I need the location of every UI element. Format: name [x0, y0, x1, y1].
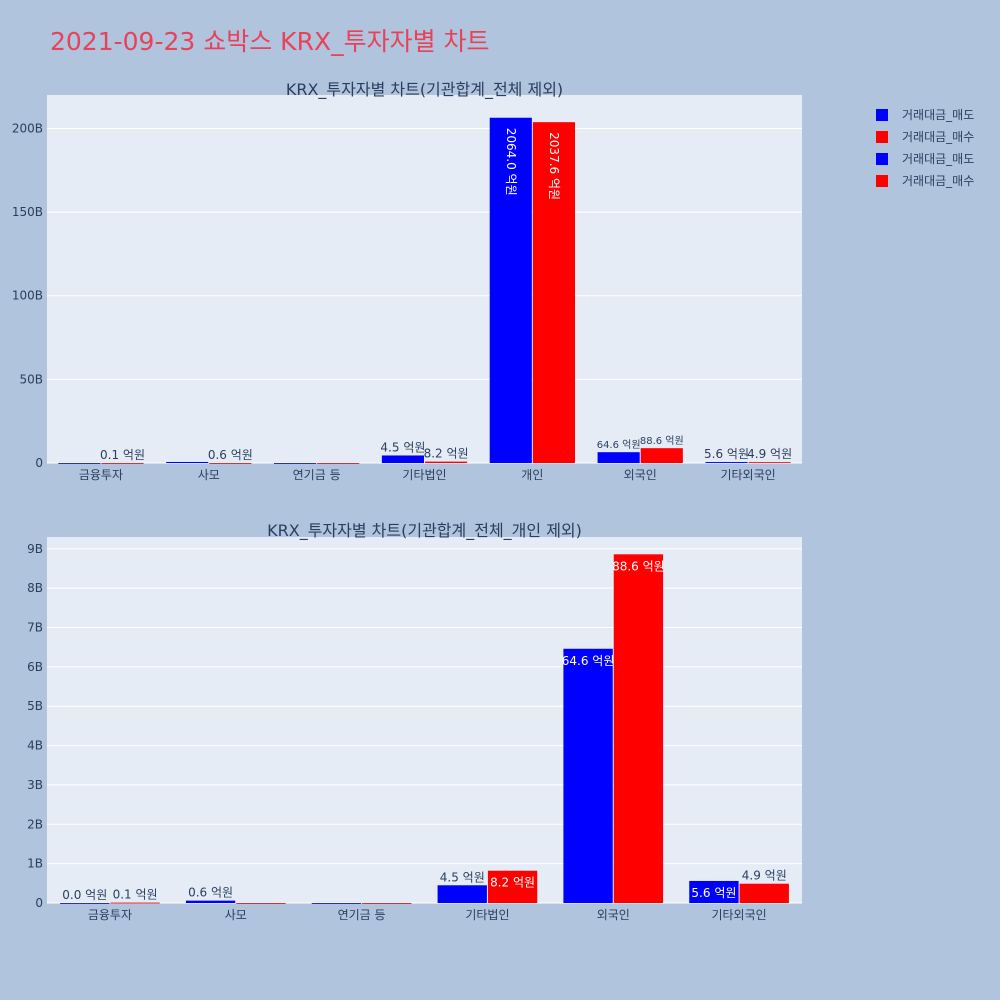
bar[interactable]: [110, 902, 160, 904]
bar-label: 8.2 억원: [424, 447, 469, 461]
x-tick-label: 외국인: [597, 908, 630, 922]
page-title: 2021-09-23 쇼박스 KRX_투자자별 차트: [50, 27, 490, 56]
bar[interactable]: [236, 903, 286, 904]
plot-area: [47, 95, 802, 463]
bar[interactable]: [613, 554, 664, 903]
subplot-title: KRX_투자자별 차트(기관합계_전체 제외): [286, 80, 563, 100]
y-tick-label: 100B: [12, 289, 43, 303]
bar[interactable]: [101, 462, 144, 464]
x-tick-label: 개인: [521, 468, 543, 482]
x-tick-label: 기타외국인: [720, 468, 775, 482]
x-tick-label: 기타법인: [465, 908, 509, 922]
bar-label: 5.6 억원: [704, 447, 749, 461]
bar-label: 88.6 억원: [612, 559, 665, 573]
bar-label: 64.6 억원: [562, 654, 615, 668]
y-tick-label: 7B: [27, 621, 43, 635]
legend-swatch[interactable]: [876, 131, 888, 143]
bar-label: 0.1 억원: [113, 888, 158, 902]
legend-swatch[interactable]: [876, 175, 888, 187]
bar[interactable]: [60, 903, 110, 904]
legend-label[interactable]: 거래대금_매도: [902, 108, 974, 122]
bar[interactable]: [689, 880, 739, 903]
bar[interactable]: [489, 117, 532, 464]
legend-label[interactable]: 거래대금_매수: [902, 130, 974, 144]
bar[interactable]: [425, 461, 468, 463]
bar-label: 4.9 억원: [742, 869, 787, 883]
bar[interactable]: [563, 648, 613, 903]
y-tick-label: 1B: [27, 857, 43, 871]
bar[interactable]: [311, 903, 362, 904]
bar[interactable]: [640, 448, 683, 463]
y-tick-label: 3B: [27, 778, 43, 792]
bar[interactable]: [362, 903, 412, 904]
y-tick-label: 6B: [27, 660, 43, 674]
x-tick-label: 기타외국인: [711, 908, 766, 922]
legend-label[interactable]: 거래대금_매수: [902, 174, 974, 188]
x-tick-label: 사모: [225, 908, 247, 922]
bar-label: 4.5 억원: [440, 870, 485, 884]
bar[interactable]: [185, 900, 236, 903]
subplot-title: KRX_투자자별 차트(기관합계_전체_개인 제외): [267, 521, 582, 541]
plot-area: [47, 537, 802, 903]
legend-swatch[interactable]: [876, 109, 888, 121]
bar[interactable]: [597, 452, 640, 463]
x-tick-label: 사모: [198, 468, 220, 482]
bar-label: 4.9 억원: [747, 447, 792, 461]
y-tick-label: 50B: [19, 372, 43, 386]
bar-label: 0.1 억원: [100, 448, 145, 462]
x-tick-label: 금융투자: [88, 908, 132, 922]
bar-label: 2037.6 억원: [547, 132, 561, 200]
x-tick-label: 외국인: [624, 468, 657, 482]
bar[interactable]: [58, 463, 101, 464]
legend-label[interactable]: 거래대금_매도: [902, 152, 974, 166]
y-tick-label: 8B: [27, 581, 43, 595]
x-tick-label: 연기금 등: [338, 908, 386, 922]
bar-label: 64.6 억원: [597, 439, 641, 451]
chart-top: 0 50B 100B 150B 200B KRX_투자자별 차트(기관합계_전체 제외) 금…: [12, 80, 802, 482]
chart-bottom: 0 1B 2B 3B 4B 5B 6B 7B 8B 9B KRX_투자자별 차트(기관합계_전체_개…: [27, 521, 802, 922]
y-tick-label: 2B: [27, 817, 43, 831]
y-tick-label: 5B: [27, 699, 43, 713]
bar[interactable]: [748, 462, 791, 463]
bar-label: 5.6 억원: [691, 886, 736, 900]
bar[interactable]: [166, 461, 209, 463]
bar[interactable]: [532, 122, 575, 463]
y-tick-label: 200B: [12, 121, 43, 135]
legend-swatch[interactable]: [876, 153, 888, 165]
bar[interactable]: [381, 455, 424, 463]
bar[interactable]: [274, 463, 317, 464]
bar[interactable]: [487, 870, 538, 903]
bar-label: 0.6 억원: [208, 448, 253, 462]
bar[interactable]: [739, 883, 789, 903]
x-tick-label: 금융투자: [79, 468, 123, 482]
y-tick-label: 9B: [27, 542, 43, 556]
y-tick-label: 4B: [27, 739, 43, 753]
x-tick-label: 기타법인: [402, 468, 446, 482]
bar-label: 0.6 억원: [188, 886, 233, 900]
x-tick-label: 연기금 등: [293, 468, 341, 482]
bar[interactable]: [437, 885, 487, 903]
bar[interactable]: [705, 462, 748, 463]
bar-label: 4.5 억원: [380, 440, 425, 454]
bar[interactable]: [209, 463, 252, 464]
y-tick-label: 0: [35, 456, 43, 470]
bar-label: 88.6 억원: [640, 435, 684, 447]
y-tick-label: 0: [35, 896, 43, 910]
y-tick-label: 150B: [12, 205, 43, 219]
bar-label: 8.2 억원: [490, 876, 535, 890]
bar-label: 2064.0 억원: [504, 128, 518, 196]
bar[interactable]: [317, 463, 360, 464]
bar-label: 0.0 억원: [62, 888, 107, 902]
